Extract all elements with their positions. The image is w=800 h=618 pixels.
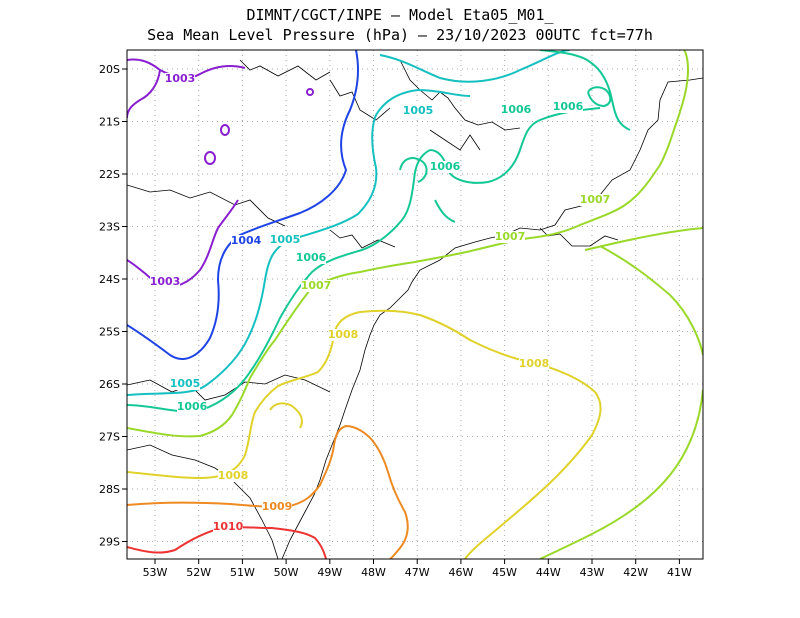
contour-label: 1003 <box>150 275 181 288</box>
contour-label: 1006 <box>553 100 584 113</box>
x-tick-label: 47W <box>405 566 430 579</box>
contour-label-bg <box>213 521 243 533</box>
contour-label: 1006 <box>296 251 327 264</box>
contour-label: 1005 <box>270 233 301 246</box>
contour-label-bg <box>165 73 195 85</box>
contour-label: 1005 <box>170 377 201 390</box>
contour-label-bg <box>262 501 292 513</box>
y-tick-label: 25S <box>99 326 120 339</box>
isobar-1009 <box>127 424 409 559</box>
contour-label-bg <box>301 280 331 292</box>
contour-label-bg <box>170 378 200 390</box>
contour-label: 1010 <box>213 520 244 533</box>
contour-label: 1007 <box>580 193 611 206</box>
contour-label-bg <box>296 252 326 264</box>
y-tick-label: 23S <box>99 221 120 234</box>
coastline <box>127 59 703 559</box>
gridlines <box>127 50 703 559</box>
x-tick-label: 49W <box>317 566 342 579</box>
x-tick-label: 45W <box>492 566 517 579</box>
y-tick-label: 28S <box>99 483 120 496</box>
y-tick-label: 29S <box>99 536 120 549</box>
contour-label: 1003 <box>165 72 196 85</box>
contour-label: 1008 <box>218 469 249 482</box>
contour-label-bg <box>328 329 358 341</box>
contour-label-bg <box>580 194 610 206</box>
x-tick-label: 41W <box>667 566 692 579</box>
contour-label-bg <box>218 470 248 482</box>
contour-label: 1007 <box>301 279 332 292</box>
x-tick-label: 52W <box>186 566 211 579</box>
y-tick-label: 27S <box>99 431 120 444</box>
isobar-1010 <box>127 526 327 559</box>
contour-label-bg <box>553 101 583 113</box>
isobar-1005 <box>127 50 571 396</box>
contour-label: 1008 <box>328 328 359 341</box>
contour-label: 1004 <box>231 234 262 247</box>
map-title: DIMNT/CGCT/INPE – Model Eta05_M01_ <box>246 6 554 24</box>
x-tick-label: 44W <box>536 566 561 579</box>
contour-labels: 1003 1003 1004 1005 1005 1005 1006 1006 1006 1006… <box>150 72 611 533</box>
plot-frame <box>126 49 704 560</box>
x-tick-label: 46W <box>448 566 473 579</box>
contour-label: 1008 <box>519 357 550 370</box>
map-subtitle: Sea Mean Level Pressure (hPa) – 23/10/20… <box>147 26 653 44</box>
contour-label-bg <box>501 104 531 116</box>
contour-label: 1005 <box>403 104 434 117</box>
x-tick-label: 42W <box>623 566 648 579</box>
y-tick-label: 22S <box>99 168 120 181</box>
contour-label: 1006 <box>177 400 208 413</box>
contour-label-bg <box>177 401 207 413</box>
y-tick-label: 20S <box>99 63 120 76</box>
x-tick-label: 43W <box>580 566 605 579</box>
contour-label-bg <box>231 235 261 247</box>
longitude-axis: 53W 52W 51W 50W 49W 48W 47W 46W 45W 44W 43W 42W 41W <box>143 559 692 579</box>
isobar-1008 <box>127 309 602 559</box>
isobar-1004 <box>127 50 359 360</box>
contour-label-bg <box>495 231 525 243</box>
contour-label: 1009 <box>262 500 293 513</box>
contour-label-bg <box>150 276 180 288</box>
contour-label-bg <box>403 105 433 117</box>
contour-label: 1006 <box>430 160 461 173</box>
x-tick-label: 51W <box>230 566 255 579</box>
y-tick-label: 26S <box>99 378 120 391</box>
contour-label: 1006 <box>501 103 532 116</box>
isobar-1003 <box>127 58 314 288</box>
contour-label-bg <box>270 234 300 246</box>
isobar-1007 <box>127 50 703 559</box>
y-tick-label: 21S <box>99 116 120 129</box>
x-tick-label: 53W <box>143 566 168 579</box>
x-tick-label: 48W <box>361 566 386 579</box>
y-tick-label: 24S <box>99 273 120 286</box>
x-tick-label: 50W <box>274 566 299 579</box>
contour-label-bg <box>519 358 549 370</box>
latitude-axis: 20S 21S 22S 23S 24S 25S 26S 27S 28S 29S <box>99 63 127 549</box>
contour-label: 1007 <box>495 230 526 243</box>
contour-label-bg <box>430 161 460 173</box>
